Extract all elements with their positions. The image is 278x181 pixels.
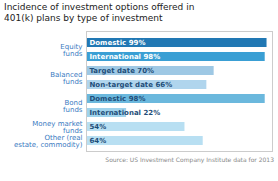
html-text:funds: funds: [63, 126, 83, 135]
svg-text:Non-target date 66%: Non-target date 66%: [90, 81, 173, 89]
svg-text:Target date 70%: Target date 70%: [90, 67, 155, 75]
svg-text:Equityfunds: Equityfunds: [60, 42, 82, 58]
svg-text:Domestic 99%: Domestic 99%: [90, 39, 146, 47]
html-text:Source: US Investment Company: Source: US Investment Company Institute …: [105, 155, 274, 163]
svg-text:54%: 54%: [90, 123, 107, 131]
svg-text:Domestic 98%: Domestic 98%: [90, 95, 146, 103]
svg-text:International 22%: International 22%: [90, 109, 161, 117]
svg-text:64%: 64%: [90, 137, 107, 145]
html-text:Incidence of investment option: Incidence of investment options offered …: [4, 2, 195, 23]
svg-text:Other (realestate, commodity): Other (realestate, commodity): [14, 133, 83, 149]
html-text:Money market: Money market: [32, 119, 83, 128]
svg-text:Balancedfunds: Balancedfunds: [50, 70, 83, 86]
svg-text:International 98%: International 98%: [90, 53, 161, 61]
svg-text:Bondfunds: Bondfunds: [63, 98, 83, 114]
